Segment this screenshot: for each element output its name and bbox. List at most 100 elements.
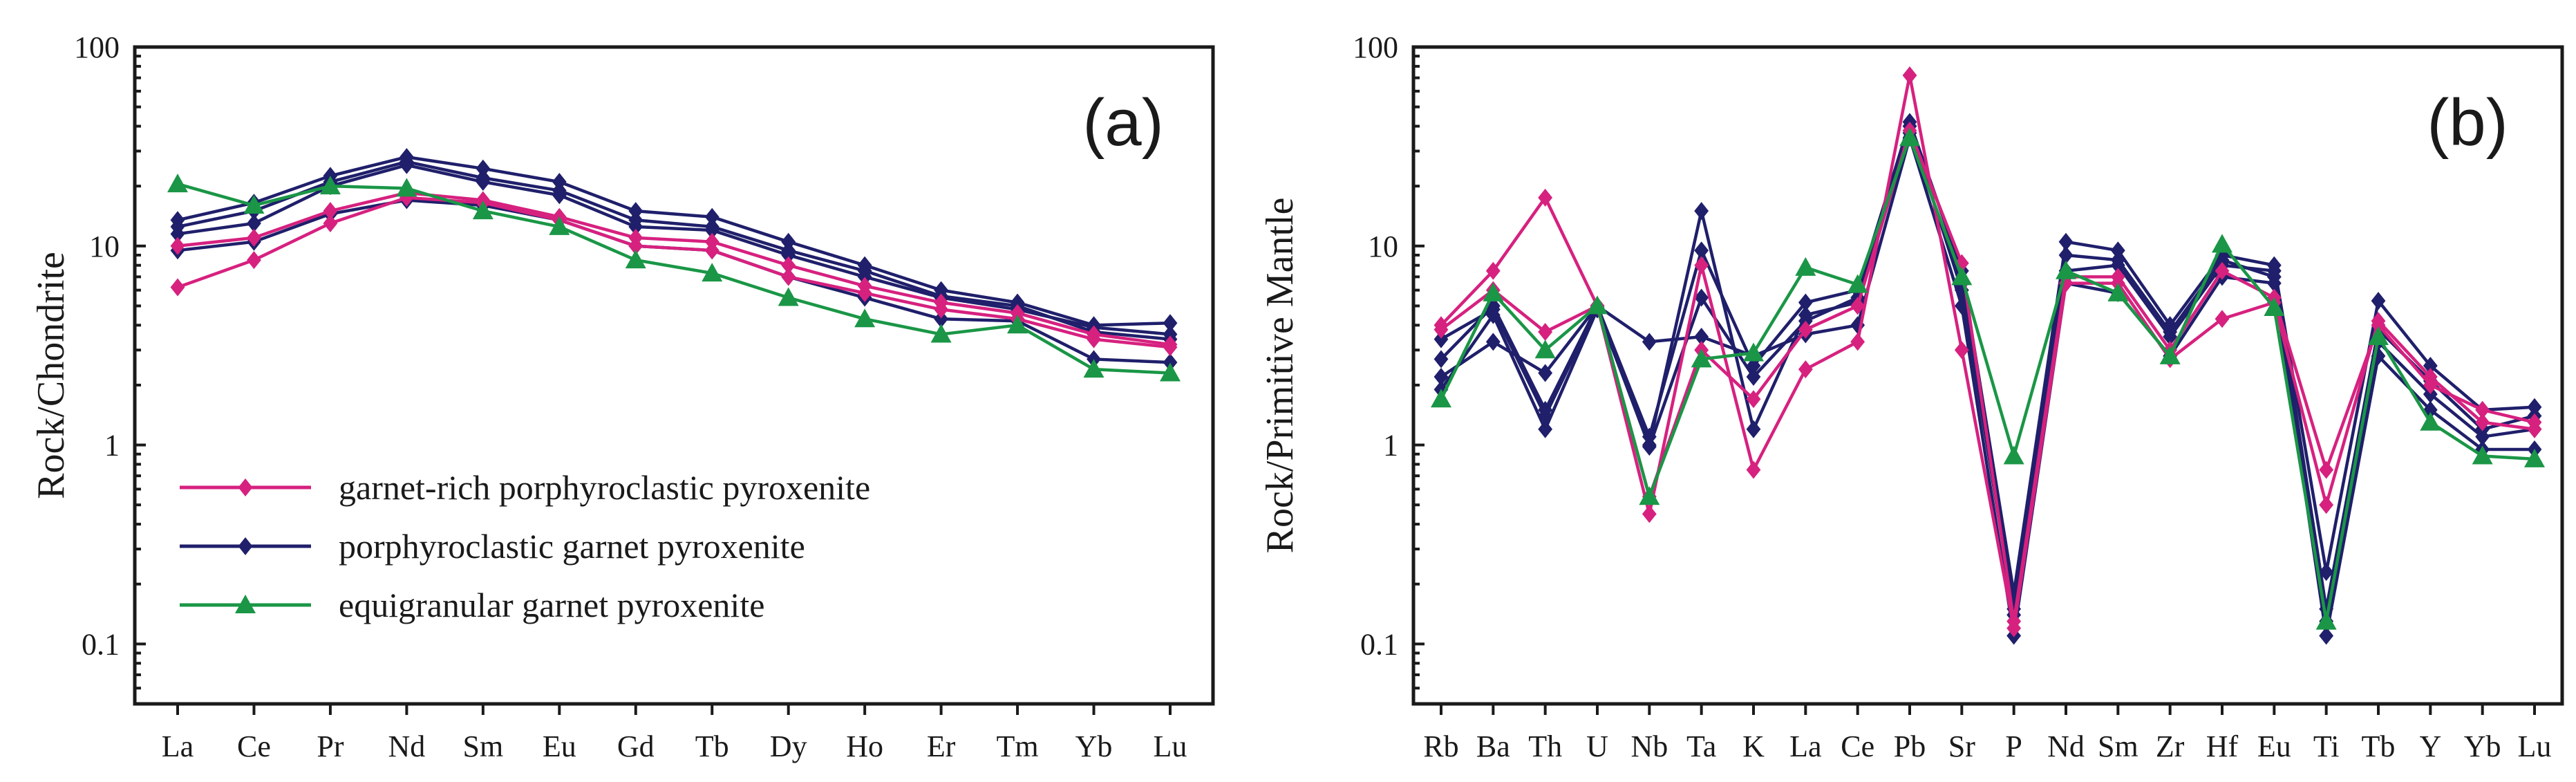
x-tick-label: Sm (462, 729, 503, 763)
data-point (857, 277, 872, 295)
data-point (1746, 460, 1761, 479)
legend-label: equigranular garnet pyroxenite (339, 586, 764, 624)
x-tick-label: Gd (617, 729, 655, 763)
x-tick-label: Tb (2362, 729, 2396, 763)
data-point (1951, 266, 1973, 286)
data-point (1850, 297, 1865, 315)
data-point (1538, 188, 1553, 207)
data-point (2371, 292, 2386, 310)
x-tick-label: Nd (388, 729, 425, 763)
data-point (934, 293, 949, 312)
x-tick-label: Lu (1154, 729, 1187, 763)
data-point (781, 268, 796, 286)
data-point (2110, 241, 2125, 260)
data-point (704, 207, 720, 226)
data-point (1694, 328, 1709, 346)
x-tick-label: Eu (2257, 729, 2291, 763)
data-point (1743, 342, 1764, 362)
data-point (1954, 341, 1969, 360)
data-point (1847, 274, 1868, 293)
data-point (1899, 127, 1920, 147)
data-point (1798, 320, 1813, 339)
data-point (1160, 362, 1181, 382)
data-point (2056, 260, 2076, 279)
legend-label: porphyroclastic garnet pyroxenite (339, 527, 805, 566)
data-point (1954, 297, 1969, 315)
data-point (1795, 257, 1816, 276)
series-line (177, 163, 1171, 336)
panel-label-b: (b) (2427, 86, 2508, 160)
data-point (1798, 293, 1813, 312)
chart-panel-a: Rock/Chondrite (a) 100 10 1 0.1 La Ce Pr Nd Sm E… (30, 30, 1215, 763)
data-point (2266, 268, 2282, 286)
data-point (1538, 323, 1553, 342)
data-point (1746, 368, 1761, 387)
y-tick-label: 100 (1353, 30, 1398, 64)
series-line (1440, 132, 2535, 636)
data-point (247, 214, 261, 232)
x-tick-label: Tm (997, 729, 1039, 763)
x-tick-label: Dy (770, 729, 807, 763)
series-line (177, 155, 1171, 327)
data-point (1485, 333, 1501, 351)
data-point (628, 228, 643, 247)
plot-frame-b (1411, 45, 2564, 706)
data-point (247, 251, 261, 270)
panel-label-a: (a) (1082, 86, 1163, 160)
data-point (1642, 438, 1657, 456)
data-point (2058, 245, 2074, 264)
data-point (2107, 282, 2129, 301)
data-point (319, 176, 341, 195)
data-point (2371, 316, 2386, 335)
plot-frame-a (133, 45, 1215, 706)
x-tick-label: Tb (695, 729, 729, 763)
data-point (2110, 268, 2125, 286)
x-tick-label: Y (2419, 729, 2441, 763)
series-line (177, 196, 1171, 349)
data-point (1433, 368, 1449, 387)
data-point (2423, 357, 2438, 375)
data-point (1694, 256, 1709, 274)
data-point (2420, 411, 2441, 431)
data-point (170, 236, 185, 255)
data-point (1694, 288, 1709, 307)
data-point (2368, 326, 2389, 346)
series-group-b (1431, 66, 2545, 645)
y-axis-label-b: Rock/Primitive Mantle (1259, 198, 1301, 554)
series-group-a (167, 148, 1181, 382)
data-point (628, 211, 643, 230)
y-tick-label: 10 (89, 230, 120, 263)
x-tick-label: La (1789, 729, 1821, 763)
series-7 (1431, 127, 2545, 630)
data-point (1431, 389, 1451, 408)
series-line (1439, 133, 2535, 622)
y-tick-label: 1 (104, 429, 120, 463)
series-7 (167, 174, 1181, 382)
data-point (247, 228, 261, 247)
x-tick-label: Th (1528, 729, 1562, 763)
legend-item: garnet-rich porphyroclastic pyroxenite (180, 468, 870, 507)
data-point (1642, 333, 1657, 351)
data-point (1485, 300, 1501, 319)
data-point (323, 202, 338, 221)
y-axis-label-a: Rock/Chondrite (30, 252, 73, 499)
x-tick-label: Ce (1841, 729, 1874, 763)
legend-item: porphyroclastic garnet pyroxenite (180, 527, 805, 566)
data-point (2159, 345, 2181, 364)
data-point (781, 241, 796, 260)
y-axis-a: 100 10 1 0.1 (74, 30, 146, 705)
data-point (2163, 323, 2178, 342)
y-tick-label: 10 (1368, 230, 1398, 263)
legend-marker (238, 537, 253, 555)
data-point (170, 217, 185, 236)
x-tick-label: Rb (1423, 729, 1458, 763)
x-tick-label: Sr (1948, 729, 1975, 763)
data-point (2215, 310, 2230, 328)
data-point (2527, 398, 2542, 416)
data-point (1433, 320, 1449, 339)
data-point (476, 169, 491, 187)
data-point (552, 181, 567, 200)
data-point (2058, 232, 2074, 251)
x-tick-label: Sm (2098, 729, 2138, 763)
